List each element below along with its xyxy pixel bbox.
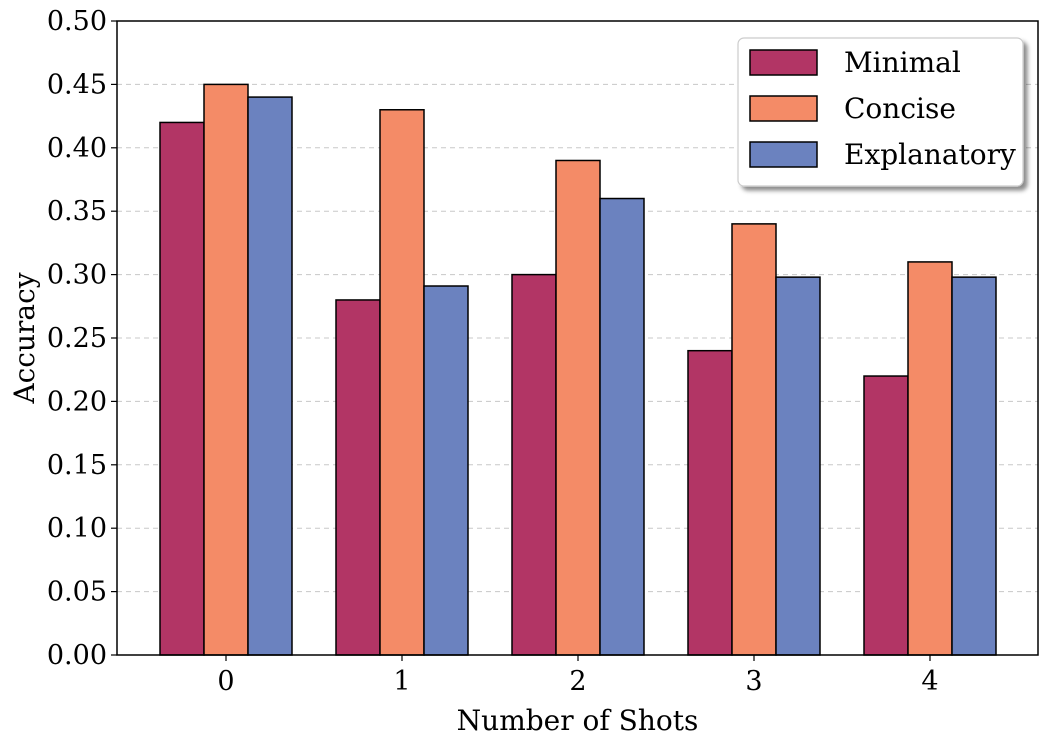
y-tick-label: 0.05 — [47, 577, 107, 608]
y-tick-label: 0.10 — [47, 513, 107, 544]
bar-minimal-2 — [511, 273, 557, 656]
bar-concise-1 — [379, 109, 425, 656]
bar-explanatory-2 — [599, 197, 645, 656]
bar-explanatory-4 — [951, 276, 997, 656]
x-tick-label: 1 — [393, 666, 410, 697]
y-tick-label: 0.35 — [47, 196, 107, 227]
bar-minimal-4 — [863, 375, 909, 656]
bars — [159, 83, 997, 656]
legend: Minimal Concise Explanatory — [737, 37, 1024, 187]
legend-label-concise: Concise — [844, 92, 956, 125]
x-tick-label: 4 — [921, 666, 938, 697]
bar-concise-3 — [731, 223, 777, 656]
legend-swatch-explanatory — [749, 141, 818, 168]
bar-minimal-0 — [159, 121, 205, 656]
x-axis: 0 1 2 3 4 — [217, 655, 939, 697]
legend-label-minimal: Minimal — [844, 46, 961, 79]
y-axis: 0.00 0.05 0.10 0.15 0.20 0.25 0.30 0.35 0.40 0.45… — [47, 6, 117, 671]
bar-minimal-3 — [687, 349, 733, 656]
bar-concise-4 — [907, 261, 953, 656]
bar-explanatory-0 — [247, 96, 293, 656]
x-tick-label: 0 — [217, 666, 234, 697]
x-tick-label: 3 — [745, 666, 762, 697]
bar-concise-2 — [555, 159, 601, 656]
bar-concise-0 — [203, 83, 249, 656]
y-tick-label: 0.15 — [47, 450, 107, 481]
y-tick-label: 0.30 — [47, 260, 107, 291]
y-tick-label: 0.40 — [47, 133, 107, 164]
y-tick-label: 0.45 — [47, 69, 107, 100]
bar-minimal-1 — [335, 299, 381, 656]
legend-swatch-minimal — [749, 49, 818, 76]
y-tick-label: 0.25 — [47, 323, 107, 354]
y-tick-label: 0.00 — [47, 640, 107, 671]
bar-explanatory-1 — [423, 285, 469, 656]
x-axis-label: Number of Shots — [457, 704, 699, 737]
y-tick-label: 0.20 — [47, 386, 107, 417]
legend-label-explanatory: Explanatory — [844, 138, 1016, 171]
legend-swatch-concise — [749, 95, 818, 122]
bar-explanatory-3 — [775, 276, 821, 656]
x-tick-label: 2 — [569, 666, 586, 697]
y-axis-label: Accuracy — [8, 272, 41, 404]
y-tick-label: 0.50 — [47, 6, 107, 37]
